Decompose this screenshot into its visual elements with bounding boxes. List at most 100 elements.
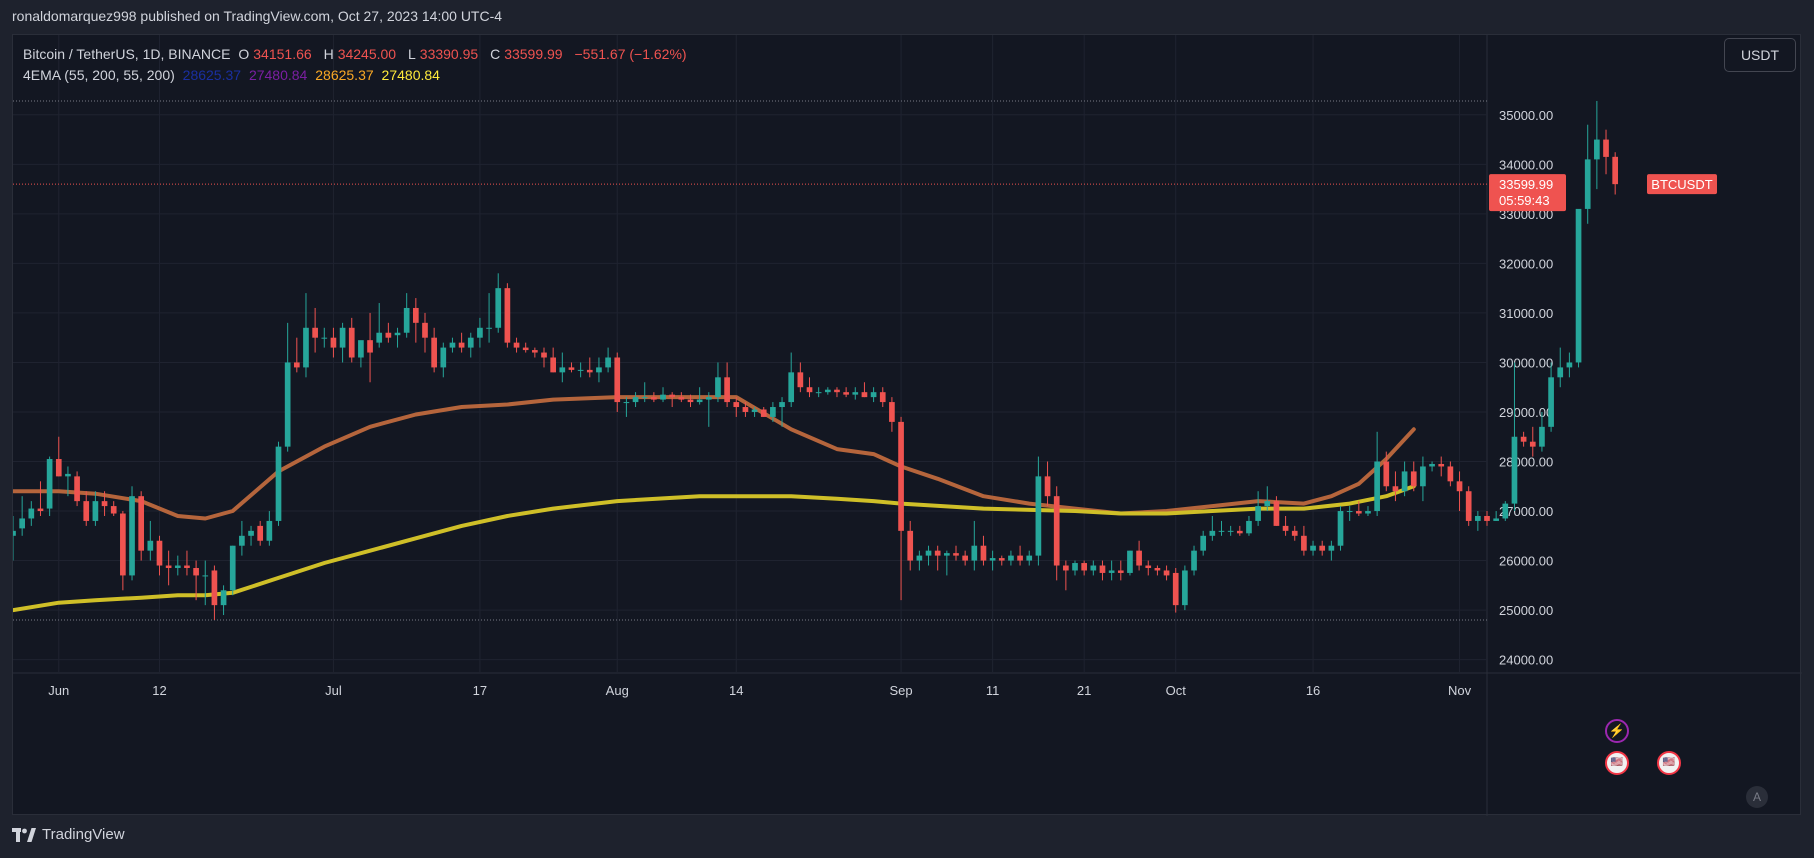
candle[interactable] — [696, 387, 703, 405]
candle[interactable] — [1246, 515, 1252, 536]
candle[interactable] — [330, 327, 337, 358]
candle[interactable] — [1410, 461, 1417, 492]
candle[interactable] — [1127, 550, 1133, 576]
candle[interactable] — [202, 560, 209, 606]
candle[interactable] — [1465, 486, 1472, 526]
candle[interactable] — [1575, 208, 1582, 368]
candle[interactable] — [1191, 545, 1197, 576]
candle[interactable] — [1337, 506, 1344, 551]
candle[interactable] — [211, 565, 218, 620]
candle[interactable] — [403, 293, 410, 338]
candle[interactable] — [422, 312, 428, 353]
candle[interactable] — [889, 397, 895, 432]
candle[interactable] — [110, 501, 117, 516]
candlestick-chart[interactable]: 24000.00 25000.00 26000.00 27000.00 28000.00… — [13, 35, 1802, 816]
candle[interactable] — [806, 377, 813, 398]
candle[interactable] — [879, 387, 886, 408]
candle[interactable] — [1383, 451, 1390, 492]
candle[interactable] — [193, 560, 199, 601]
candle[interactable] — [394, 327, 401, 348]
candle[interactable] — [596, 357, 602, 383]
candle[interactable] — [1511, 362, 1518, 512]
candle[interactable] — [275, 441, 282, 526]
candle[interactable] — [1008, 550, 1014, 566]
candle[interactable] — [1475, 511, 1481, 531]
candle[interactable] — [788, 352, 795, 408]
candle[interactable] — [1310, 540, 1316, 556]
us-flag-event-icon[interactable]: 🇺🇸 — [1657, 751, 1681, 775]
candle[interactable] — [1172, 567, 1179, 613]
candle[interactable] — [870, 387, 877, 403]
candle[interactable] — [1063, 560, 1069, 591]
candle[interactable] — [55, 436, 62, 477]
candle[interactable] — [1227, 525, 1234, 536]
candle[interactable] — [586, 357, 593, 378]
candle[interactable] — [1053, 486, 1060, 581]
candle[interactable] — [13, 515, 16, 561]
candle[interactable] — [1182, 565, 1188, 611]
candle[interactable] — [1264, 486, 1271, 512]
candle[interactable] — [953, 545, 959, 561]
candle[interactable] — [1090, 560, 1097, 576]
candle[interactable] — [852, 387, 859, 400]
indicator-title[interactable]: 4EMA (55, 200, 55, 200) — [23, 67, 175, 83]
chart-panel[interactable]: 24000.00 25000.00 26000.00 27000.00 28000.00… — [12, 34, 1802, 816]
candle[interactable] — [156, 535, 163, 576]
candle[interactable] — [303, 293, 309, 378]
candle[interactable] — [742, 402, 749, 417]
candle[interactable] — [1438, 456, 1445, 477]
candle[interactable] — [1365, 506, 1371, 516]
candle[interactable] — [165, 550, 172, 586]
candle[interactable] — [37, 481, 44, 516]
candle[interactable] — [1420, 456, 1426, 502]
candle[interactable] — [284, 322, 291, 452]
candle[interactable] — [623, 397, 630, 417]
candle[interactable] — [1447, 461, 1454, 487]
candle[interactable] — [440, 342, 447, 378]
candle[interactable] — [751, 407, 758, 417]
candle[interactable] — [651, 392, 657, 403]
candle[interactable] — [1566, 352, 1573, 378]
candle[interactable] — [367, 312, 373, 383]
candle[interactable] — [678, 392, 685, 403]
candle[interactable] — [1255, 491, 1261, 526]
candle[interactable] — [1429, 461, 1435, 472]
candle[interactable] — [669, 392, 676, 408]
candle[interactable] — [1484, 511, 1490, 526]
candle[interactable] — [1594, 100, 1600, 190]
candle[interactable] — [120, 511, 126, 591]
candle[interactable] — [1539, 411, 1545, 452]
candle[interactable] — [1218, 520, 1225, 536]
candle[interactable] — [641, 382, 648, 403]
candle[interactable] — [1117, 560, 1124, 581]
candle[interactable] — [998, 555, 1005, 566]
candle[interactable] — [1145, 560, 1152, 576]
candle[interactable] — [147, 520, 154, 561]
candle[interactable] — [989, 550, 996, 571]
candle[interactable] — [733, 397, 740, 417]
symbol-title[interactable]: Bitcoin / TetherUS, 1D, BINANCE — [23, 46, 231, 62]
us-flag-event-icon[interactable]: 🇺🇸 — [1605, 751, 1629, 775]
candle[interactable] — [431, 327, 437, 373]
candle[interactable] — [705, 392, 712, 427]
candle[interactable] — [129, 486, 135, 581]
candle[interactable] — [568, 362, 575, 373]
candle[interactable] — [92, 491, 99, 526]
candle[interactable] — [522, 342, 529, 353]
candle[interactable] — [962, 550, 968, 566]
currency-button[interactable]: USDT — [1724, 38, 1796, 72]
candle[interactable] — [138, 491, 145, 561]
candle[interactable] — [907, 520, 914, 571]
candle[interactable] — [660, 387, 666, 403]
candle[interactable] — [550, 347, 556, 373]
candle[interactable] — [458, 332, 465, 353]
candle[interactable] — [1154, 565, 1161, 576]
candle[interactable] — [815, 387, 822, 398]
candle[interactable] — [779, 397, 785, 427]
candle[interactable] — [1017, 545, 1023, 566]
candle[interactable] — [449, 337, 456, 353]
candle[interactable] — [312, 307, 318, 353]
candle[interactable] — [412, 298, 419, 343]
candle[interactable] — [843, 387, 849, 398]
footer-brand[interactable]: TradingView — [12, 826, 125, 843]
